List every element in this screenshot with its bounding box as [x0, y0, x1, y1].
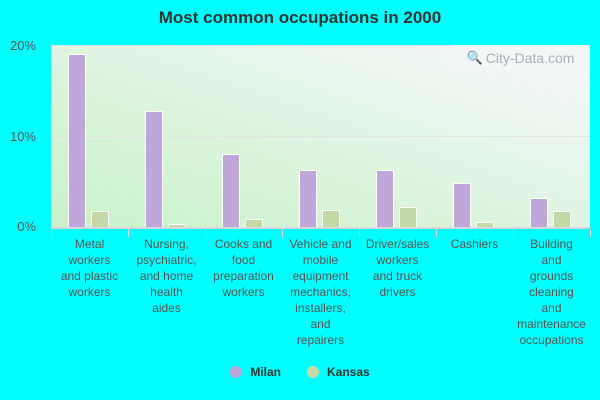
x-label: Driver/sales workers and truck drivers [365, 237, 430, 299]
x-label: Vehicle and mobile equipment mechanics, … [289, 237, 352, 347]
y-tick-20: 20% [9, 38, 36, 53]
magnifier-icon: 🔍 [466, 50, 483, 65]
kansas-swatch-icon [306, 366, 319, 378]
bar-milan[interactable] [68, 54, 86, 227]
gridline-10 [51, 136, 590, 137]
bar-kansas[interactable] [399, 207, 417, 227]
x-label: Cashiers [450, 237, 499, 251]
x-tick [51, 229, 52, 237]
legend: Milan Kansas [0, 365, 600, 379]
legend-item-kansas[interactable]: Kansas [306, 365, 370, 379]
y-tick-0: 0% [17, 219, 36, 234]
legend-label-milan: Milan [250, 365, 281, 379]
legend-item-milan[interactable]: Milan [230, 365, 281, 379]
bar-kansas[interactable] [168, 224, 186, 227]
watermark: 🔍 City-Data.com [451, 45, 590, 71]
bar-milan[interactable] [222, 154, 240, 227]
chart-title: Most common occupations in 2000 [158, 8, 442, 27]
bar-kansas[interactable] [322, 210, 340, 227]
bar-milan[interactable] [145, 111, 163, 227]
legend-label-kansas: Kansas [326, 365, 370, 379]
bar-milan[interactable] [299, 170, 317, 227]
x-tick [436, 229, 437, 237]
x-tick [282, 229, 283, 237]
milan-swatch-icon [230, 366, 243, 378]
bar-kansas[interactable] [91, 211, 109, 227]
gridline-20 [51, 45, 590, 46]
watermark-text: City-Data.com [485, 50, 575, 66]
y-tick-10: 10% [9, 129, 36, 144]
plot-area [51, 45, 590, 227]
x-label: Metal workers and plastic workers [60, 237, 119, 299]
x-tick [513, 229, 514, 237]
x-tick [590, 229, 591, 237]
bar-milan[interactable] [376, 170, 394, 227]
bar-milan[interactable] [530, 198, 548, 227]
bar-kansas[interactable] [476, 222, 494, 227]
x-tick [128, 229, 129, 237]
x-label: Building and grounds cleaning and mainte… [517, 237, 586, 347]
bar-kansas[interactable] [553, 211, 571, 227]
x-label: Cooks and food preparation workers [213, 237, 274, 299]
x-tick [205, 229, 206, 237]
x-axis [51, 227, 590, 229]
x-label: Nursing, psychiatric, and home health ai… [136, 237, 197, 315]
x-tick [359, 229, 360, 237]
bar-milan[interactable] [453, 183, 471, 227]
bar-kansas[interactable] [245, 219, 263, 227]
